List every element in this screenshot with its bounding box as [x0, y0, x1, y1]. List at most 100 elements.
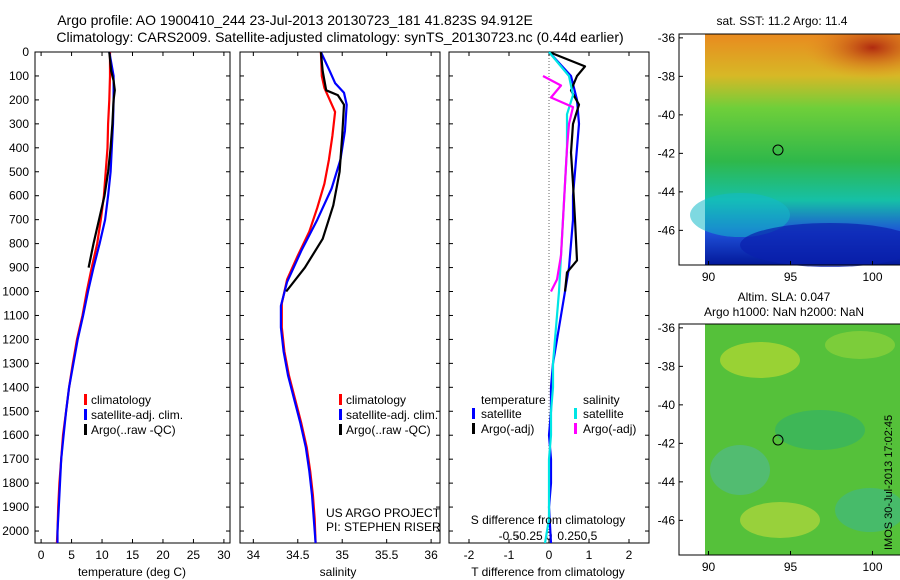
x-tick-label: 36	[424, 548, 438, 562]
map-lat-label: -38	[658, 359, 676, 373]
legend-swatch-argo	[84, 424, 87, 435]
s-difference-tick-label: 0.5	[581, 529, 598, 543]
depth-tick-label: 900	[9, 261, 29, 275]
figure-title-line1: Argo profile: AO 1900410_244 23-Jul-2013…	[57, 12, 533, 28]
x-tick-label: 0	[38, 548, 45, 562]
temperature-panel-axes: 0100200300400500600700800900100011001200…	[2, 45, 231, 562]
depth-tick-label: 500	[9, 165, 29, 179]
map-lon-label: 100	[862, 560, 882, 574]
legend-swatch-s-satellite	[574, 408, 577, 419]
map-lat-label: -40	[658, 108, 676, 122]
map-lon-label: 90	[702, 560, 716, 574]
s-difference-tick-label: 0	[546, 529, 553, 543]
x-tick-label: 2	[626, 548, 633, 562]
x-tick-label: 5	[68, 548, 75, 562]
depth-tick-label: 2000	[2, 524, 29, 538]
map-lat-label: -42	[658, 146, 676, 160]
series-line-salinity-satellite	[543, 51, 575, 544]
credit-pi: PI: STEPHEN RISER	[326, 520, 441, 534]
series-line-salinity-argo-adj-	[542, 75, 575, 292]
sst-map-axes: -36 -38 -40 -42 -44 -46 90 95 100	[658, 31, 883, 284]
temperature-panel-frame	[34, 51, 231, 544]
sla-map-patch	[740, 502, 820, 538]
sla-map-axes: -36 -38 -40 -42 -44 -46 90 95 100	[658, 321, 883, 574]
legend-label-climatology: climatology	[91, 393, 151, 407]
sla-map-title-line2: Argo h1000: NaN h2000: NaN	[704, 305, 864, 319]
legend-label-s-argo: Argo(-adj)	[583, 422, 636, 436]
series-line-temperature-argo-adj-	[548, 50, 587, 292]
temperature-xlabel: temperature (deg C)	[78, 565, 186, 579]
x-tick-label: 15	[126, 548, 140, 562]
s-difference-tick-label: -0.5	[499, 529, 520, 543]
depth-tick-label: 700	[9, 213, 29, 227]
legend-swatch-argo	[339, 424, 342, 435]
salinity-xlabel: salinity	[320, 565, 357, 579]
depth-tick-label: 1300	[2, 356, 29, 370]
map-lat-label: -46	[658, 223, 676, 237]
credit-project: US ARGO PROJECT	[326, 506, 441, 520]
depth-tick-label: 200	[9, 93, 29, 107]
x-tick-label: 20	[156, 548, 170, 562]
sla-map-patch	[710, 445, 770, 495]
map-lat-label: -36	[658, 321, 676, 335]
sla-map-title-line1: Altim. SLA: 0.047	[738, 290, 831, 304]
argo-float-marker	[772, 144, 784, 156]
map-lon-label: 100	[862, 270, 882, 284]
series-line-satellite-adj-clim-	[279, 51, 348, 544]
x-tick-label: -2	[464, 548, 475, 562]
map-lat-label: -44	[658, 475, 676, 489]
depth-tick-label: 800	[9, 237, 29, 251]
x-tick-label: 34	[247, 548, 261, 562]
series-line-argo-raw-qc-	[87, 51, 116, 268]
x-tick-label: 34.5	[286, 548, 310, 562]
depth-tick-label: 1200	[2, 332, 29, 346]
sla-map-patch	[825, 331, 895, 359]
depth-tick-label: 600	[9, 189, 29, 203]
salinity-legend: climatology satellite-adj. clim. Argo(..…	[326, 393, 441, 534]
depth-tick-label: 1100	[3, 308, 29, 322]
depth-tick-label: 1800	[2, 476, 29, 490]
argo-float-marker	[772, 434, 784, 446]
map-lon-label: 95	[784, 270, 798, 284]
series-line-argo-raw-qc-	[285, 51, 346, 293]
depth-tick-label: 400	[9, 141, 29, 155]
map-lon-label: 90	[702, 270, 716, 284]
map-lat-label: -46	[658, 513, 676, 527]
sla-map-patch	[775, 410, 865, 450]
depth-tick-label: 1500	[2, 404, 29, 418]
legend-label-argo: Argo(..raw -QC)	[346, 423, 431, 437]
legend-swatch-t-satellite	[472, 408, 475, 419]
legend-head-temperature: temperature	[481, 393, 546, 407]
map-lat-label: -38	[658, 69, 676, 83]
legend-label-t-argo: Argo(-adj)	[481, 422, 534, 436]
difference-legend: temperature salinity satellite Argo(-adj…	[472, 393, 636, 436]
sla-map-patch	[835, 488, 900, 532]
x-tick-label: 35	[336, 548, 350, 562]
x-tick-label: 1	[586, 548, 593, 562]
legend-label-s-satellite: satellite	[583, 407, 624, 421]
x-tick-label: 0	[546, 548, 553, 562]
legend-label-t-satellite: satellite	[481, 407, 522, 421]
legend-head-salinity: salinity	[583, 393, 620, 407]
timestamp: IMOS 30-Jul-2013 17:02:45	[883, 415, 895, 550]
x-tick-label: 35.5	[375, 548, 399, 562]
sst-map-warm-patch	[705, 34, 900, 124]
legend-label-satellite: satellite-adj. clim.	[91, 408, 183, 422]
depth-tick-label: 0	[22, 45, 29, 59]
t-difference-xlabel: T difference from climatology	[471, 565, 625, 579]
depth-tick-label: 1400	[2, 380, 29, 394]
s-difference-tick-label: 0.25	[557, 529, 581, 543]
legend-swatch-s-argo	[574, 423, 577, 434]
difference-panel-axes: -2 -1 0 1 2 -0.5-0.25 0 0.25 0.5	[449, 51, 649, 562]
depth-tick-label: 1600	[2, 428, 29, 442]
legend-swatch-climatology	[339, 394, 342, 405]
legend-label-climatology: climatology	[346, 393, 406, 407]
depth-tick-label: 1900	[2, 500, 29, 514]
x-tick-label: 10	[95, 548, 109, 562]
s-difference-label: S difference from climatology	[471, 513, 626, 527]
legend-swatch-climatology	[84, 394, 87, 405]
figure-title-line2: Climatology: CARS2009. Satellite-adjuste…	[56, 29, 623, 45]
depth-tick-label: 300	[9, 117, 29, 131]
salinity-panel-axes: 34 34.5 35 35.5 36	[240, 51, 440, 562]
